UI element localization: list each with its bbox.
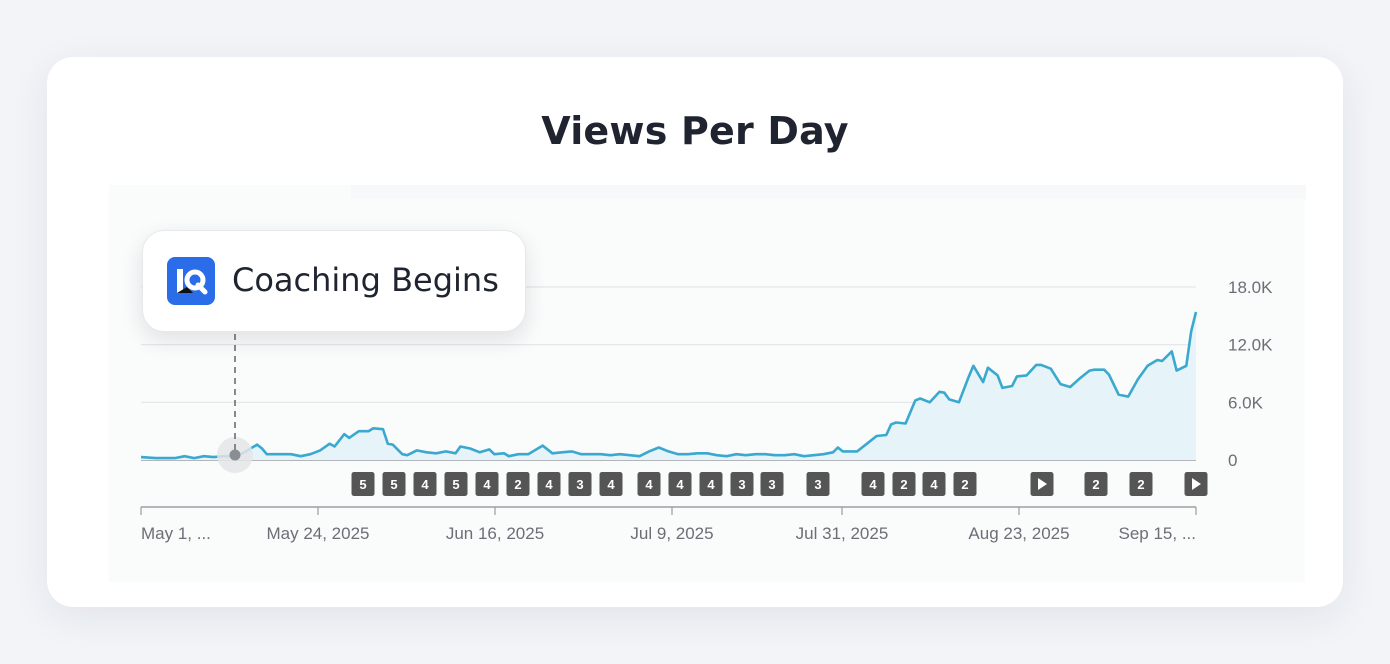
- badge-box: [861, 472, 885, 496]
- badge-box: [568, 472, 592, 496]
- badge-box: [806, 472, 830, 496]
- video-badge: [1184, 472, 1208, 496]
- badge-label: 4: [676, 477, 684, 492]
- badge-label: 5: [390, 477, 397, 492]
- badge-box: [699, 472, 723, 496]
- video-badge: 5: [444, 472, 468, 496]
- badge-box: [351, 472, 375, 496]
- badge-box: [922, 472, 946, 496]
- play-icon: [1038, 478, 1047, 490]
- views-line: [140, 311, 1198, 460]
- video-badge: 4: [668, 472, 692, 496]
- badge-box: [1084, 472, 1108, 496]
- video-badge: 3: [760, 472, 784, 496]
- x-axis: May 1, ... May 24, 2025 Jun 16, 2025 Jul 9,…: [140, 506, 1197, 543]
- badge-label: 3: [738, 477, 745, 492]
- badge-label: 5: [359, 477, 366, 492]
- x-tick-label: Jun 16, 2025: [446, 524, 544, 543]
- badge-box: [760, 472, 784, 496]
- badge-box: [892, 472, 916, 496]
- badge-label: 2: [900, 477, 907, 492]
- badge-label: 4: [930, 477, 938, 492]
- badge-box: [382, 472, 406, 496]
- badge-label: 3: [814, 477, 821, 492]
- video-badge: 3: [730, 472, 754, 496]
- marker-dot: [229, 449, 241, 461]
- video-badge: 4: [413, 472, 437, 496]
- badge-label: 4: [421, 477, 429, 492]
- x-tick-label: Sep 15, ...: [1119, 524, 1197, 543]
- video-badge: 2: [1129, 472, 1153, 496]
- video-badge: 2: [892, 472, 916, 496]
- badge-label: 2: [1092, 477, 1099, 492]
- video-badge: 2: [506, 472, 530, 496]
- y-tick-label: 12.0K: [1228, 336, 1273, 355]
- badge-box: [730, 472, 754, 496]
- y-tick-label: 0: [1228, 451, 1237, 470]
- video-badge: 3: [806, 472, 830, 496]
- x-tick-label: Jul 31, 2025: [796, 524, 889, 543]
- badge-box: [537, 472, 561, 496]
- badge-box: [599, 472, 623, 496]
- badge-label: 2: [1137, 477, 1144, 492]
- video-badge: 4: [922, 472, 946, 496]
- y-tick-label: 6.0K: [1228, 393, 1264, 412]
- video-badge: 3: [568, 472, 592, 496]
- video-badges: 5 5 4 5 4 2 4 3 4 4 4 4 3 3 3 4 2 4 2 2 2: [351, 472, 1208, 496]
- video-badge: 4: [599, 472, 623, 496]
- badge-box: [413, 472, 437, 496]
- video-badge: 2: [1084, 472, 1108, 496]
- x-tick-label: Jul 9, 2025: [630, 524, 713, 543]
- x-tick-label: May 1, ...: [141, 524, 211, 543]
- video-badge: 4: [699, 472, 723, 496]
- video-badge: 5: [382, 472, 406, 496]
- annotation-marker: [217, 334, 253, 473]
- badge-box: [1129, 472, 1153, 496]
- badge-label: 3: [576, 477, 583, 492]
- badge-label: 4: [707, 477, 715, 492]
- video-badge: 4: [637, 472, 661, 496]
- badge-label: 5: [452, 477, 459, 492]
- badge-label: 3: [768, 477, 775, 492]
- badge-box: [637, 472, 661, 496]
- badge-box: [444, 472, 468, 496]
- chart-title: Views Per Day: [541, 109, 849, 153]
- play-icon: [1192, 478, 1201, 490]
- views-area: [141, 312, 1196, 460]
- coaching-label: Coaching Begins: [232, 261, 499, 299]
- coaching-callout: Coaching Begins: [142, 230, 526, 332]
- video-badge: 5: [351, 472, 375, 496]
- badge-box: [668, 472, 692, 496]
- video-badge: [1030, 472, 1054, 496]
- video-badge: 2: [953, 472, 977, 496]
- badge-box: [475, 472, 499, 496]
- video-badge: 4: [861, 472, 885, 496]
- badge-box: [953, 472, 977, 496]
- y-axis-ticks: 0 6.0K 12.0K 18.0K: [1228, 278, 1273, 470]
- x-tick-label: Aug 23, 2025: [968, 524, 1069, 543]
- y-tick-label: 18.0K: [1228, 278, 1273, 297]
- video-badge: 4: [475, 472, 499, 496]
- chart-panel-header: [351, 185, 1306, 199]
- badge-label: 4: [607, 477, 615, 492]
- x-tick-label: May 24, 2025: [266, 524, 369, 543]
- badge-label: 4: [483, 477, 491, 492]
- badge-label: 2: [961, 477, 968, 492]
- video-badge: 4: [537, 472, 561, 496]
- coaching-logo-icon: [167, 257, 215, 305]
- badge-label: 4: [645, 477, 653, 492]
- badge-label: 4: [869, 477, 877, 492]
- badge-label: 4: [545, 477, 553, 492]
- badge-box: [506, 472, 530, 496]
- badge-label: 2: [514, 477, 521, 492]
